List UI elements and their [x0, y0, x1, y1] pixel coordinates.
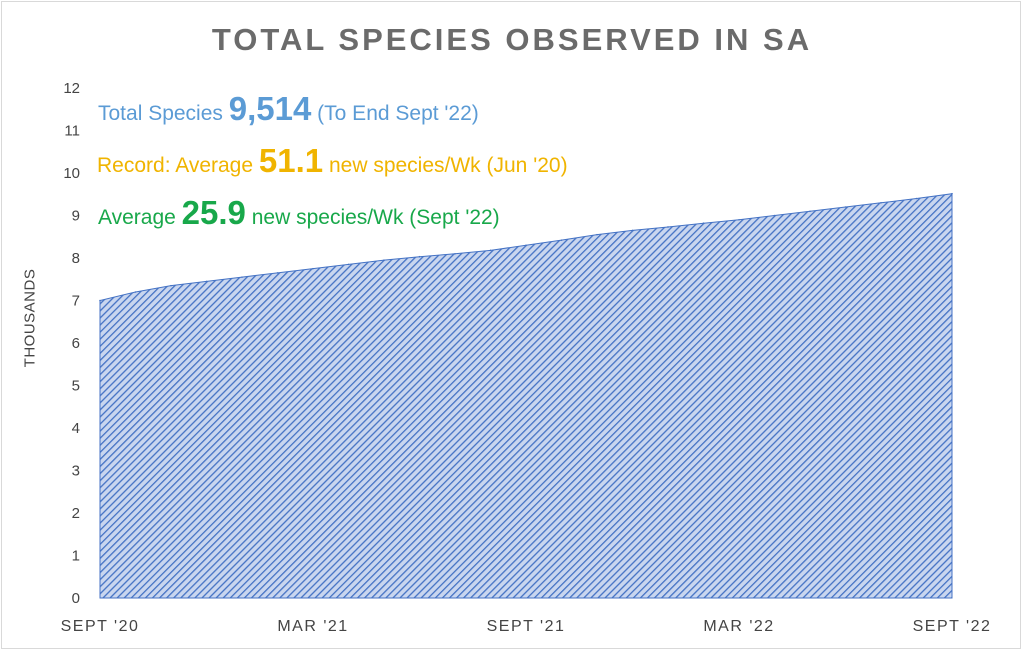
y-tick-label: 4 — [72, 420, 80, 437]
y-tick-label: 0 — [72, 590, 80, 607]
data-point — [844, 206, 847, 208]
x-tick-label: SEPT '20 — [61, 618, 140, 635]
x-tick-label: MAR '21 — [277, 618, 348, 635]
data-point — [951, 192, 953, 195]
annotation-current-value: 25.9 — [181, 194, 246, 231]
data-point — [631, 229, 634, 232]
y-tick-label: 2 — [72, 505, 80, 522]
data-point — [489, 249, 492, 252]
y-tick-label: 3 — [72, 463, 80, 480]
x-tick-label: SEPT '21 — [487, 618, 566, 635]
annotation-total-species: Total Species 9,514 (To End Sept '22) — [98, 90, 479, 128]
y-tick-label: 1 — [72, 548, 80, 565]
area-series-0 — [99, 193, 953, 599]
data-point — [738, 218, 740, 221]
x-tick-label: MAR '22 — [703, 618, 774, 635]
data-point — [809, 210, 811, 213]
data-point — [312, 267, 314, 270]
data-point — [99, 299, 101, 302]
annotation-total-suffix: (To End Sept '22) — [311, 102, 479, 125]
data-point — [525, 244, 527, 247]
data-point — [276, 272, 279, 274]
annotation-current-prefix: Average — [98, 206, 182, 229]
data-point — [702, 222, 705, 224]
y-tick-label: 8 — [72, 250, 80, 267]
annotation-current-suffix: new species/Wk (Sept '22) — [245, 206, 500, 229]
annotation-record-suffix: new species/Wk (Jun '20) — [323, 154, 568, 177]
annotation-total-prefix: Total Species — [98, 102, 229, 125]
data-point — [383, 259, 385, 261]
data-point — [915, 197, 918, 200]
data-point — [347, 263, 350, 266]
x-tick-label: SEPT '22 — [913, 618, 992, 635]
y-tick-label: 10 — [63, 165, 80, 182]
annotation-record-prefix: Record: Average — [97, 154, 259, 177]
data-point — [560, 239, 563, 241]
data-point — [134, 291, 137, 293]
data-point — [454, 252, 456, 255]
data-point — [418, 255, 421, 258]
data-point — [241, 276, 243, 278]
data-point — [170, 284, 172, 287]
data-point — [880, 201, 882, 204]
y-tick-label: 9 — [72, 208, 80, 225]
y-tick-label: 12 — [63, 80, 80, 97]
y-tick-label: 7 — [72, 293, 80, 310]
data-point — [205, 280, 208, 283]
annotation-record-value: 51.1 — [258, 142, 324, 179]
annotation-total-value: 9,514 — [228, 90, 312, 127]
annotation-current-average: Average 25.9 new species/Wk (Sept '22) — [98, 194, 500, 232]
chart-title: TOTAL SPECIES OBSERVED IN SA — [211, 22, 813, 57]
y-tick-label: 5 — [72, 378, 80, 395]
data-point — [596, 233, 598, 236]
annotation-record-average: Record: Average 51.1 new species/Wk (Jun… — [97, 142, 568, 180]
y-tick-label: 11 — [64, 123, 80, 140]
data-point — [667, 226, 669, 228]
data-point — [773, 214, 776, 217]
y-tick-label: 6 — [72, 335, 80, 352]
